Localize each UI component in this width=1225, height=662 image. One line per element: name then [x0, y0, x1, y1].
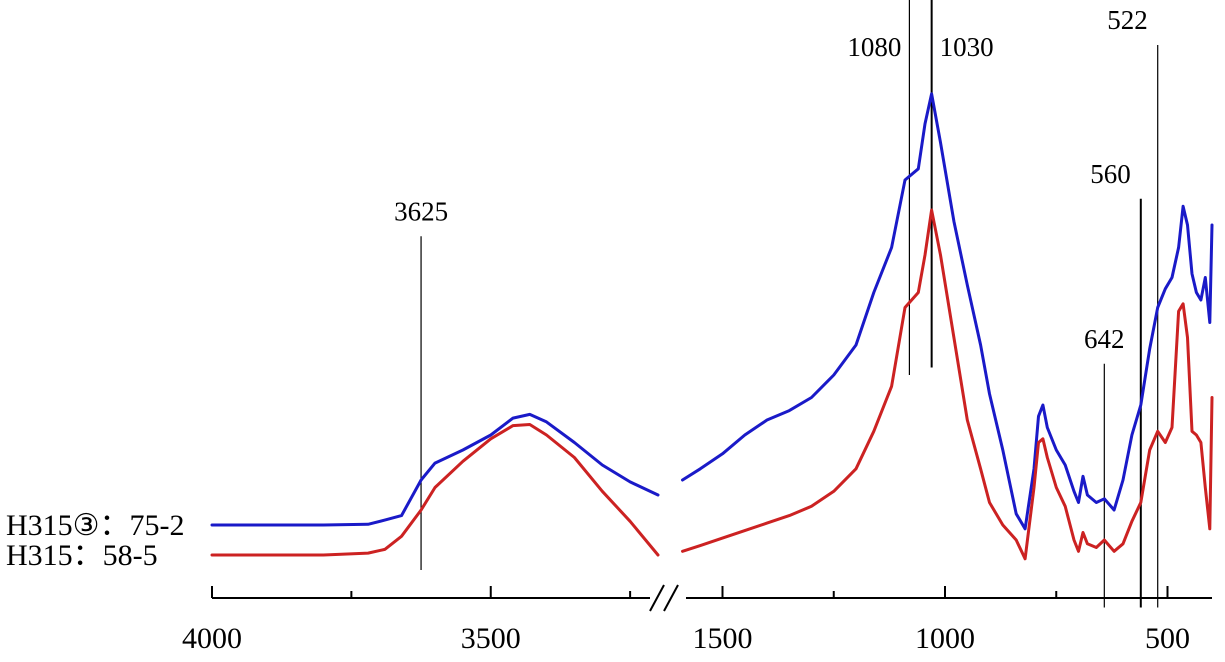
series-1-line-high — [210, 412, 660, 527]
x-tick-label-3500: 3500 — [461, 622, 521, 655]
annotation-label-1030: 1030 — [940, 32, 994, 62]
annotation-label-1080: 1080 — [847, 32, 901, 62]
axis-break-mark-left — [649, 584, 665, 612]
x-axis: 4000 3500 1500 1000 500 — [182, 584, 1212, 655]
annotation-label-560: 560 — [1090, 159, 1131, 189]
annotation-label-642: 642 — [1084, 324, 1125, 354]
spectrum-curves — [210, 92, 1214, 561]
legend-label-series-2: H315：58-5 — [6, 539, 158, 572]
series-1-line-low — [681, 92, 1214, 531]
annotation-label-3625: 3625 — [394, 196, 448, 226]
x-tick-label-1500: 1500 — [693, 622, 753, 655]
legend-label-series-1: H315③：75-2 — [6, 509, 185, 542]
annotation-label-522: 522 — [1107, 5, 1148, 35]
series-2-line-high — [210, 423, 660, 557]
x-tick-label-4000: 4000 — [182, 622, 242, 655]
x-tick-label-500: 500 — [1145, 622, 1190, 655]
peak-annotations: 3625 1080 1030 642 560 522 — [394, 0, 1159, 608]
axis-break-mark-right — [663, 584, 679, 612]
x-tick-label-1000: 1000 — [915, 622, 975, 655]
series-2-line-low — [681, 208, 1214, 561]
